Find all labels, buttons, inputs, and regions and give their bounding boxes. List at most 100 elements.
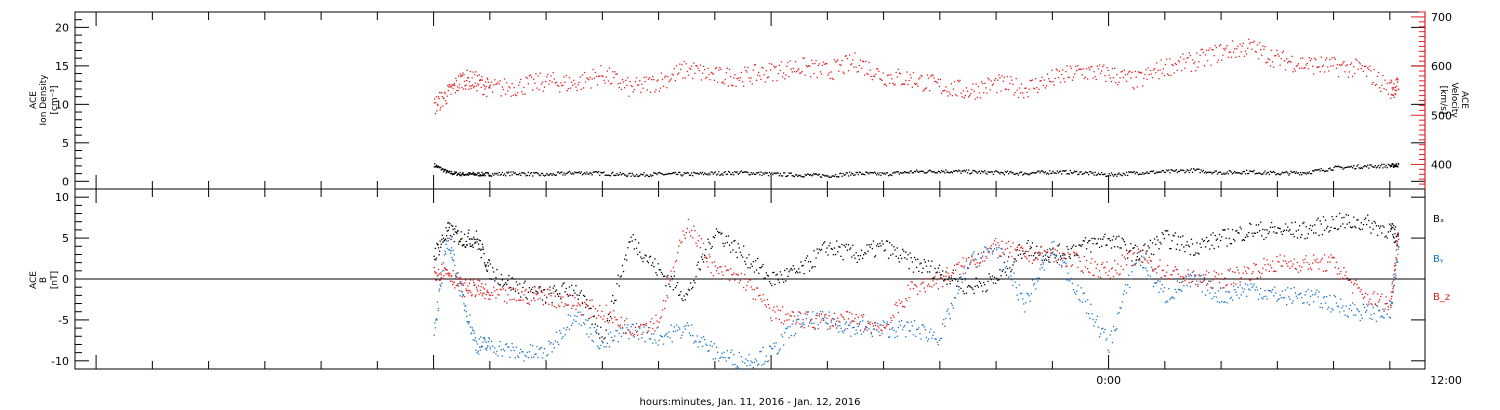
by-point (546, 355, 548, 357)
by-point (843, 330, 845, 332)
by-point (1068, 280, 1070, 282)
velocity-point (918, 78, 920, 80)
density-point (1203, 172, 1206, 174)
by-point (1297, 294, 1300, 296)
bx-point (831, 248, 833, 250)
velocity-point (815, 60, 817, 62)
velocity-point (468, 81, 471, 83)
by-point (1144, 258, 1146, 260)
velocity-point (456, 89, 458, 92)
bz-point (584, 301, 586, 303)
bz-point (473, 284, 475, 287)
bz-point (1207, 283, 1209, 285)
bx-point (437, 244, 439, 246)
density-point (962, 170, 964, 172)
velocity-point (1290, 61, 1292, 63)
by-point (1288, 296, 1290, 298)
bx-point (1235, 230, 1237, 232)
by-point (1320, 302, 1322, 305)
bz-point (625, 333, 627, 335)
velocity-point (1093, 71, 1095, 73)
by-point (837, 325, 839, 327)
density-point (584, 172, 586, 174)
bx-point (505, 282, 507, 284)
velocity-point (1091, 66, 1093, 68)
density-point (1191, 171, 1194, 173)
density-point (793, 176, 796, 178)
density-point (473, 174, 475, 176)
by-point (678, 326, 680, 328)
bx-point (562, 283, 564, 285)
density-point (961, 170, 963, 172)
bx-point (536, 291, 538, 293)
density-point (626, 175, 628, 178)
bz-point (1239, 281, 1241, 283)
velocity-point (1254, 50, 1256, 53)
density-point (920, 170, 922, 173)
bx-point (662, 275, 665, 278)
velocity-point (1097, 68, 1100, 70)
density-point (843, 174, 845, 176)
bx-point (449, 223, 451, 225)
velocity-point (643, 76, 645, 79)
velocity-point (1347, 76, 1349, 78)
bx-point (980, 285, 983, 287)
density-point (697, 173, 699, 175)
by-point (469, 314, 471, 316)
velocity-point (774, 67, 776, 69)
velocity-point (1064, 81, 1066, 83)
bz-point (882, 324, 884, 326)
bz-point (1158, 265, 1160, 267)
density-point (857, 173, 859, 176)
bz-point (715, 270, 718, 272)
by-point (1102, 327, 1104, 329)
by-point (779, 348, 781, 350)
velocity-point (688, 67, 691, 69)
bz-point (786, 319, 788, 321)
by-point (1271, 289, 1274, 291)
density-point (772, 173, 774, 176)
by-point (1276, 300, 1278, 303)
bx-point (1003, 261, 1005, 264)
density-point (1162, 170, 1164, 172)
velocity-point (997, 79, 999, 81)
bz-point (645, 322, 647, 324)
velocity-point (1003, 76, 1005, 78)
by-point (1095, 319, 1097, 321)
bz-point (470, 291, 472, 294)
bx-point (988, 273, 990, 275)
bz-point (1223, 287, 1225, 289)
bx-point (751, 265, 753, 267)
density-point (1109, 174, 1111, 177)
bx-point (874, 255, 877, 257)
density-point (1252, 171, 1254, 173)
bx-point (960, 287, 962, 289)
bz-point (590, 316, 592, 319)
by-point (912, 334, 915, 336)
bz-point (1211, 287, 1213, 290)
density-point (704, 172, 706, 174)
density-point (918, 171, 920, 174)
velocity-point (625, 79, 627, 81)
by-point (997, 257, 999, 259)
bx-point (578, 294, 580, 296)
by-point (1332, 309, 1334, 311)
bz-point (1155, 268, 1157, 270)
velocity-point (506, 82, 508, 84)
velocity-point (1050, 81, 1052, 83)
bz-point (559, 306, 561, 308)
density-point (1048, 173, 1050, 175)
density-point (1373, 166, 1375, 168)
bz-point (1118, 274, 1120, 276)
bx-point (1070, 247, 1072, 250)
velocity-point (1099, 72, 1102, 75)
density-point (1294, 172, 1296, 174)
bx-point (1393, 224, 1395, 227)
bx-point (998, 279, 1000, 281)
velocity-point (1283, 60, 1286, 62)
density-point (1036, 171, 1038, 173)
velocity-point (902, 83, 904, 85)
velocity-point (714, 68, 717, 70)
velocity-point (747, 66, 749, 69)
by-point (831, 325, 833, 327)
